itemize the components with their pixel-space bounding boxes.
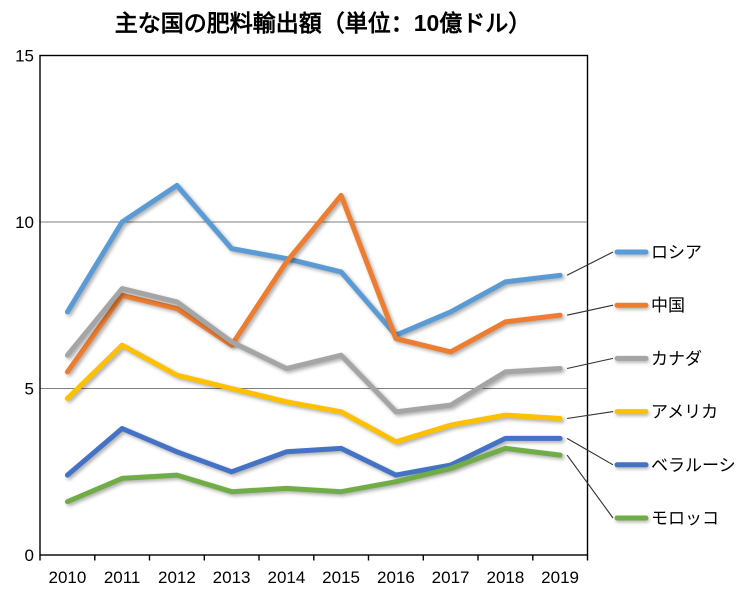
legend-leader-line-russia	[566, 251, 614, 276]
y-tick-label: 0	[25, 546, 34, 565]
legend-label-morocco: モロッコ	[651, 509, 719, 528]
x-tick-label: 2018	[486, 568, 524, 587]
x-tick-label: 2016	[377, 568, 415, 587]
series-line-canada	[64, 286, 563, 415]
x-tick-label: 2017	[432, 568, 470, 587]
series-line-china	[64, 192, 563, 375]
x-tick-label: 2014	[267, 568, 305, 587]
legend-leader-line-usa	[567, 411, 614, 420]
series-line-belarus	[64, 426, 563, 478]
legend-label-belarus: ベラルーシ	[651, 456, 736, 475]
chart-title: 主な国の肥料輸出額（単位：10億ドル）	[115, 10, 532, 36]
legend-label-china: 中国	[651, 296, 685, 315]
y-tick-label: 15	[15, 47, 34, 66]
legend-leader-line-belarus	[566, 437, 614, 466]
legend-label-canada: カナダ	[651, 349, 702, 368]
y-tick-label: 5	[25, 380, 34, 399]
series-line-usa	[64, 342, 563, 445]
legend-leader-line-morocco	[566, 454, 614, 519]
x-tick-label: 2019	[541, 568, 579, 587]
x-tick-label: 2012	[158, 568, 196, 587]
series-line-russia	[64, 182, 563, 338]
x-tick-label: 2010	[48, 568, 86, 587]
legend-label-usa: アメリカ	[651, 403, 718, 422]
x-tick-label: 2015	[322, 568, 360, 587]
series-line-morocco	[64, 445, 563, 505]
legend-label-russia: ロシア	[651, 243, 702, 262]
legend-leader-line-canada	[566, 357, 614, 370]
x-tick-label: 2011	[104, 568, 141, 587]
x-tick-label: 2013	[213, 568, 251, 587]
y-tick-label: 10	[15, 213, 34, 232]
legend-leader-line-china	[566, 304, 614, 316]
